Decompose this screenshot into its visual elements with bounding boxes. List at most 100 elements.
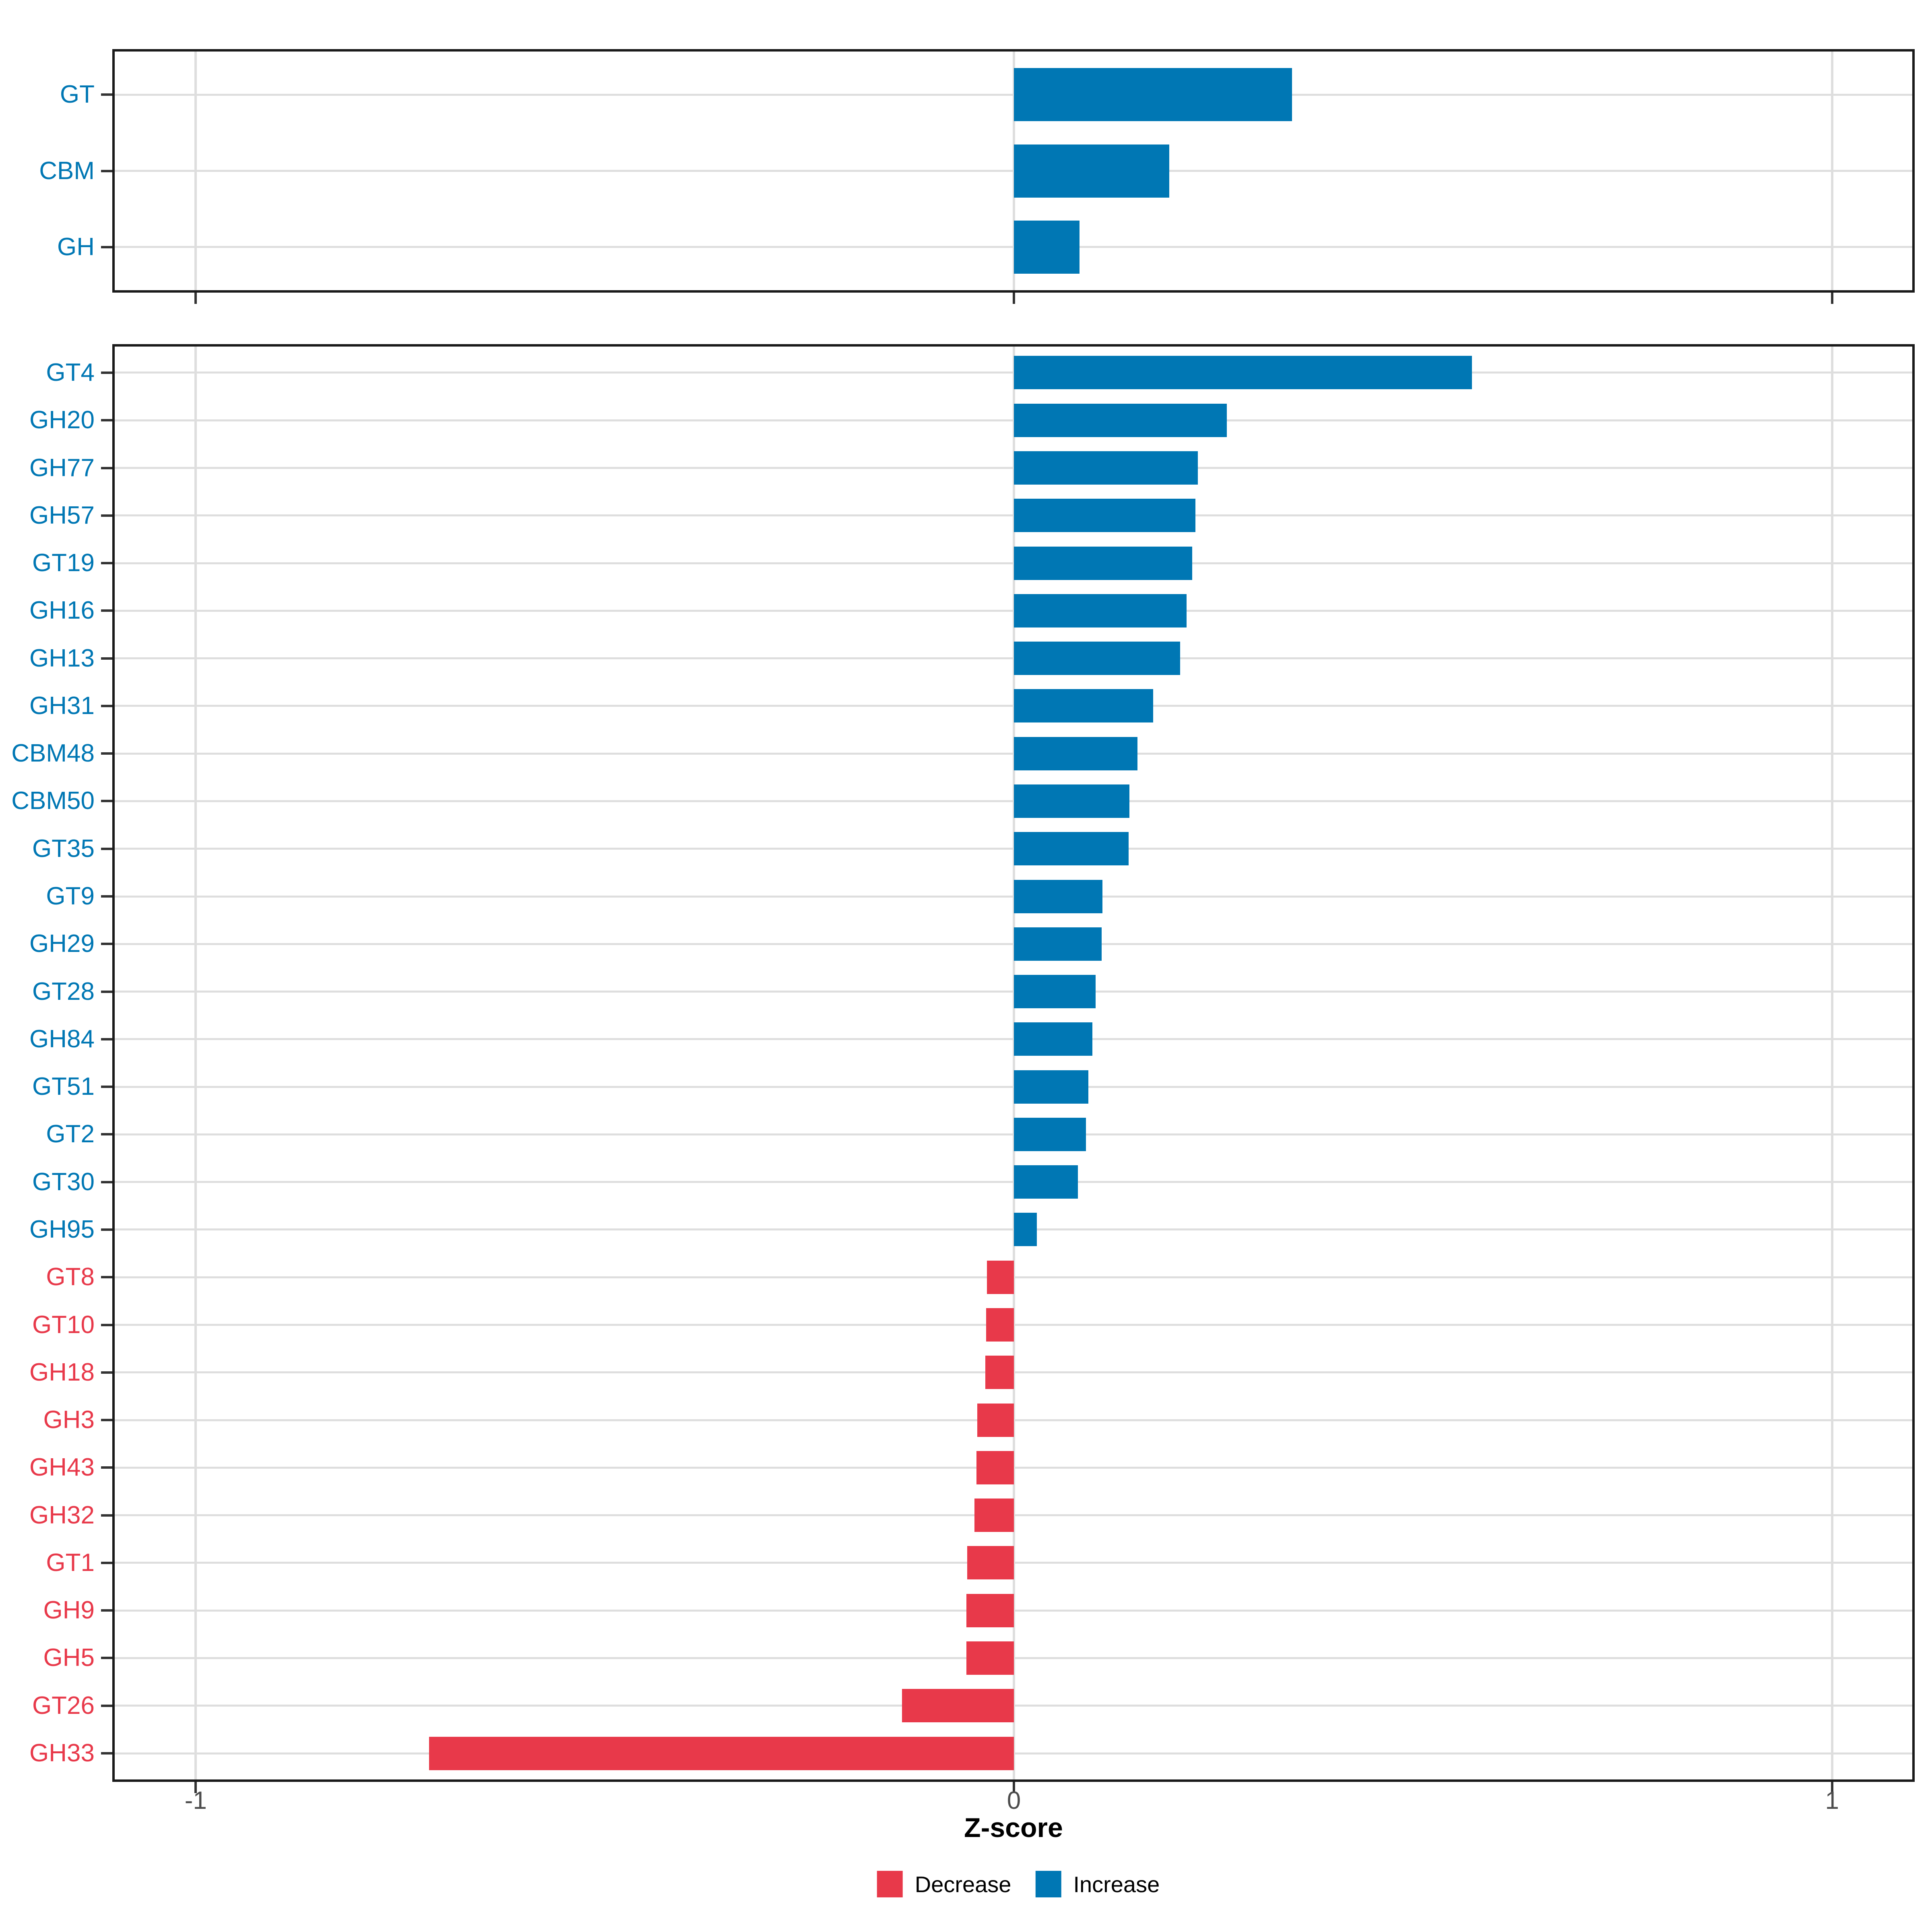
y-tick-GH: [101, 246, 112, 248]
bar-GT4: [1014, 356, 1472, 390]
x-tick-0: [1013, 293, 1016, 304]
bar-GH31: [1014, 689, 1153, 723]
gridline-row-GH13: [112, 657, 1915, 660]
y-tick-GT9: [101, 895, 112, 898]
bar-GT35: [1014, 832, 1129, 866]
bar-GT30: [1014, 1165, 1078, 1199]
y-tick-GT2: [101, 1133, 112, 1136]
y-tick-CBM50: [101, 800, 112, 803]
x-tick-label-0: 0: [1007, 1787, 1021, 1814]
gridline-row-GH31: [112, 705, 1915, 707]
legend-item-increase: Increase: [1035, 1871, 1160, 1897]
y-tick-GH43: [101, 1466, 112, 1469]
y-label-GH57: GH57: [29, 501, 95, 529]
bar-GH43: [976, 1451, 1014, 1484]
y-label-GH84: GH84: [29, 1025, 95, 1053]
gridline-row-GT4: [112, 372, 1915, 374]
y-tick-GT26: [101, 1704, 112, 1707]
y-label-GT19: GT19: [32, 549, 95, 577]
bar-GT9: [1014, 879, 1102, 913]
y-label-GT2: GT2: [46, 1120, 95, 1148]
bar-GT1: [967, 1546, 1014, 1580]
gridline-row-GH16: [112, 609, 1915, 612]
bar-GH18: [985, 1356, 1014, 1389]
bar-GT28: [1014, 975, 1096, 1009]
x-tick-label--1: -1: [184, 1787, 207, 1814]
y-label-GT51: GT51: [32, 1073, 95, 1101]
y-label-GH: GH: [57, 233, 95, 261]
x-tick-1: [1831, 1782, 1833, 1793]
gridline-row-GH95: [112, 1228, 1915, 1231]
gridline-x-0: [1013, 344, 1016, 1782]
y-label-GT8: GT8: [46, 1263, 95, 1291]
x-tick-label-1: 1: [1825, 1787, 1839, 1814]
y-tick-GH57: [101, 514, 112, 517]
gridline-row-GH: [112, 246, 1915, 248]
legend: Decrease Increase: [877, 1871, 1160, 1897]
bar-GT: [1014, 68, 1292, 122]
y-tick-CBM: [101, 169, 112, 172]
bar-CBM: [1014, 144, 1170, 198]
y-label-GH5: GH5: [43, 1644, 95, 1672]
x-tick-1: [1831, 293, 1833, 304]
gridline-row-GT30: [112, 1181, 1915, 1183]
y-label-CBM: CBM: [39, 157, 95, 185]
y-tick-GH77: [101, 466, 112, 469]
y-label-GH9: GH9: [43, 1596, 95, 1624]
gridline-row-GH57: [112, 514, 1915, 517]
y-tick-GT28: [101, 990, 112, 993]
y-label-CBM48: CBM48: [11, 739, 95, 768]
y-label-GH32: GH32: [29, 1501, 95, 1529]
bar-GH3: [977, 1403, 1014, 1437]
bar-GT10: [986, 1308, 1014, 1342]
y-label-GT28: GT28: [32, 977, 95, 1005]
y-tick-GH18: [101, 1371, 112, 1374]
x-tick-0: [1013, 1782, 1016, 1793]
y-tick-GH84: [101, 1038, 112, 1040]
y-tick-GH16: [101, 609, 112, 612]
y-label-GT35: GT35: [32, 834, 95, 863]
bar-CBM50: [1014, 784, 1129, 818]
bar-GT8: [987, 1260, 1014, 1294]
y-label-GH95: GH95: [29, 1215, 95, 1243]
y-tick-GT51: [101, 1086, 112, 1088]
gridline-row-GT2: [112, 1133, 1915, 1135]
y-label-GT9: GT9: [46, 882, 95, 910]
bar-GT19: [1014, 546, 1193, 580]
y-tick-GT30: [101, 1181, 112, 1183]
y-tick-GT19: [101, 562, 112, 565]
x-tick--1: [194, 293, 197, 304]
y-tick-GH3: [101, 1419, 112, 1422]
gridline-row-CBM48: [112, 752, 1915, 755]
x-tick--1: [194, 1782, 197, 1793]
y-label-GH29: GH29: [29, 930, 95, 958]
y-tick-GH5: [101, 1657, 112, 1660]
y-tick-GH29: [101, 943, 112, 945]
bar-CBM48: [1014, 737, 1137, 770]
bar-GH29: [1014, 927, 1102, 961]
y-label-GH20: GH20: [29, 406, 95, 434]
y-tick-GH13: [101, 657, 112, 660]
y-label-GT1: GT1: [46, 1548, 95, 1577]
gridline-x--1: [194, 344, 197, 1782]
legend-label-increase: Increase: [1073, 1871, 1160, 1897]
y-label-CBM50: CBM50: [11, 787, 95, 815]
y-label-GH13: GH13: [29, 644, 95, 672]
y-label-GT10: GT10: [32, 1311, 95, 1339]
gridline-row-CBM: [112, 170, 1915, 172]
legend-label-decrease: Decrease: [914, 1871, 1011, 1897]
y-tick-GT4: [101, 371, 112, 374]
gridline-row-GH84: [112, 1038, 1915, 1040]
y-tick-GT35: [101, 847, 112, 850]
y-label-GH43: GH43: [29, 1453, 95, 1482]
y-tick-GH31: [101, 704, 112, 707]
y-label-GT: GT: [60, 80, 95, 109]
bar-GT26: [902, 1689, 1014, 1723]
bar-GH13: [1014, 642, 1180, 675]
y-tick-GT: [101, 93, 112, 96]
bar-GH16: [1014, 594, 1187, 627]
bar-GH: [1014, 220, 1080, 274]
y-tick-GH32: [101, 1514, 112, 1517]
bar-GH9: [966, 1593, 1014, 1627]
